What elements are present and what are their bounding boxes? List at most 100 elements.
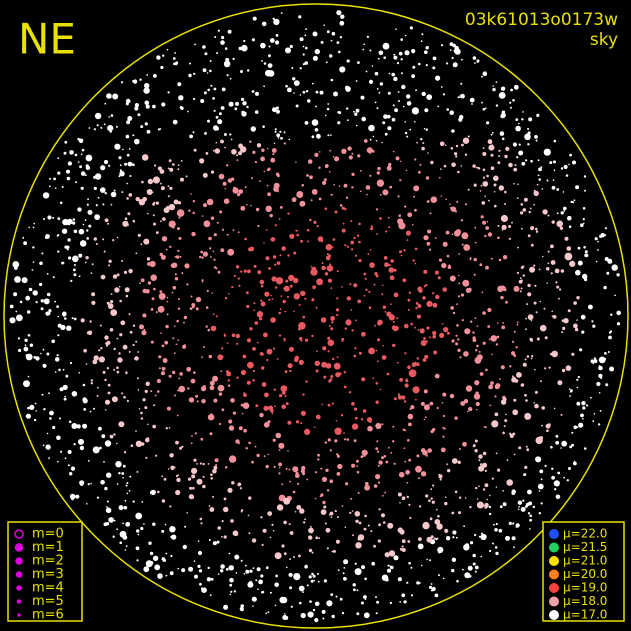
star	[254, 445, 257, 448]
star	[231, 333, 236, 338]
star	[166, 296, 169, 299]
star	[325, 527, 331, 533]
star	[208, 539, 211, 541]
star	[228, 419, 233, 424]
star	[332, 357, 335, 361]
star	[555, 494, 561, 500]
star	[129, 174, 132, 178]
star	[463, 244, 471, 251]
star	[57, 334, 60, 337]
star	[238, 151, 243, 156]
star	[388, 264, 391, 267]
star	[583, 275, 585, 278]
star	[491, 477, 494, 480]
star	[427, 200, 430, 203]
star	[429, 517, 433, 521]
star	[569, 260, 576, 267]
star	[175, 440, 179, 445]
star	[73, 443, 76, 446]
star	[462, 568, 464, 571]
star	[535, 230, 539, 233]
star	[541, 188, 544, 190]
star	[356, 234, 360, 237]
star	[451, 162, 456, 168]
star	[39, 261, 43, 266]
star	[361, 377, 366, 382]
star	[346, 245, 349, 248]
star	[238, 442, 241, 445]
star	[128, 313, 131, 316]
star	[57, 460, 59, 463]
star	[314, 601, 320, 607]
star	[421, 91, 426, 97]
star	[159, 169, 165, 174]
star	[377, 321, 382, 326]
star	[482, 451, 487, 456]
star	[489, 549, 492, 553]
star	[149, 561, 154, 565]
star	[283, 339, 286, 342]
star	[423, 269, 428, 274]
star	[41, 393, 44, 396]
star	[186, 366, 192, 372]
star	[135, 252, 138, 255]
star	[240, 270, 243, 273]
star	[167, 91, 170, 94]
star	[491, 353, 493, 356]
star	[230, 177, 235, 181]
star	[227, 29, 232, 34]
star	[357, 61, 360, 64]
star	[213, 258, 216, 261]
star	[561, 331, 564, 334]
star	[432, 66, 436, 70]
star	[455, 342, 459, 346]
star	[271, 412, 274, 415]
star	[506, 479, 513, 486]
star	[396, 62, 400, 65]
star	[383, 114, 388, 119]
star	[281, 544, 285, 548]
star	[271, 148, 277, 153]
star	[221, 87, 226, 92]
star	[469, 97, 475, 103]
star	[327, 103, 330, 105]
star	[429, 212, 432, 215]
star	[531, 355, 534, 358]
star	[361, 565, 365, 570]
star	[80, 171, 86, 176]
star	[306, 174, 309, 177]
star	[146, 212, 149, 215]
star	[603, 285, 607, 290]
magnitude-label: m=4	[32, 581, 64, 596]
star	[15, 310, 18, 313]
star	[260, 516, 263, 519]
star	[177, 389, 180, 392]
star	[193, 560, 196, 562]
star	[358, 521, 362, 525]
star	[388, 72, 391, 75]
star	[274, 130, 277, 133]
star	[190, 193, 192, 195]
star	[218, 173, 225, 180]
star	[54, 187, 57, 189]
star	[500, 114, 505, 119]
star	[512, 409, 519, 416]
star	[423, 285, 426, 288]
star	[363, 612, 370, 619]
star	[320, 467, 323, 470]
star	[119, 541, 122, 544]
star	[402, 428, 405, 431]
star	[568, 467, 571, 470]
star	[467, 287, 472, 292]
star	[288, 468, 291, 471]
star	[230, 519, 234, 523]
star	[96, 386, 99, 389]
star	[474, 533, 477, 537]
star	[302, 393, 305, 396]
star	[375, 382, 379, 385]
star	[19, 300, 23, 304]
star	[321, 262, 324, 265]
star	[388, 550, 396, 557]
star	[584, 250, 588, 254]
star	[251, 460, 254, 464]
